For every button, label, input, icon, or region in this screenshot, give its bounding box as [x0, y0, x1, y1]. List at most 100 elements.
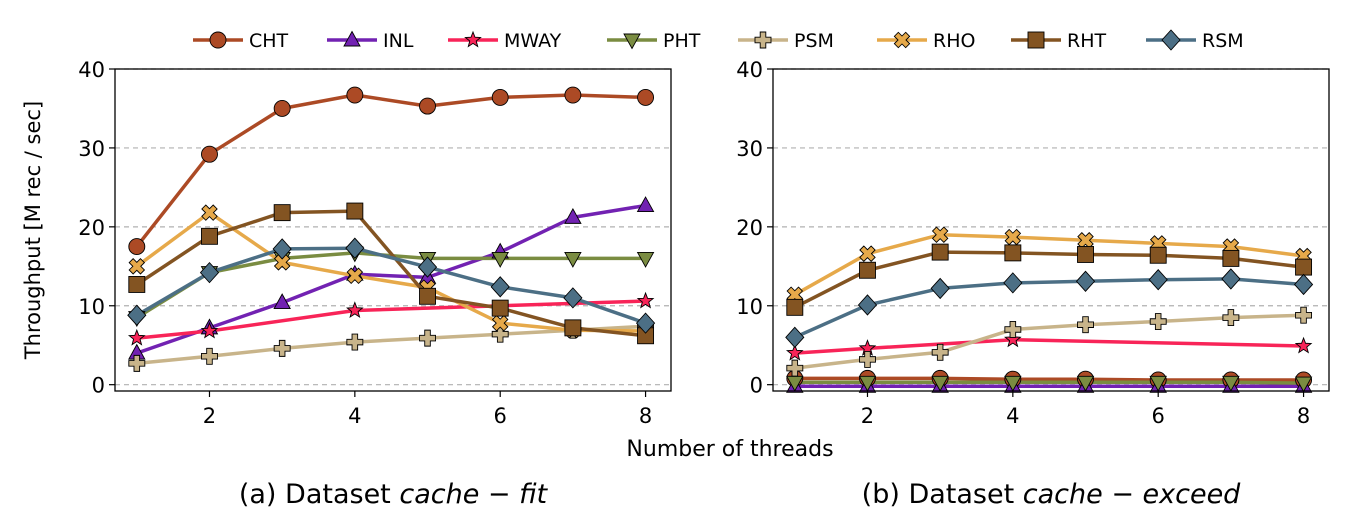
legend-label-rht: RHT — [1067, 30, 1106, 52]
x-tick-label-4: 4 — [1006, 404, 1019, 428]
series-markers-psm — [786, 306, 1313, 377]
plot-frame — [772, 68, 1330, 392]
point-inl-3 — [273, 293, 291, 310]
point-psm-7 — [1222, 309, 1240, 327]
point-cht-7 — [564, 86, 582, 104]
point-cht-6 — [491, 88, 509, 106]
point-rsm-7 — [1221, 268, 1241, 290]
point-rht-1 — [128, 276, 146, 293]
series-line-rht — [135, 209, 646, 338]
caption-a-prefix: (a) Dataset — [239, 479, 400, 510]
point-cht-1 — [128, 238, 146, 256]
x-tick-label-4: 4 — [348, 404, 361, 428]
point-rht-2 — [201, 227, 218, 245]
series-line-rho — [135, 210, 646, 333]
series-line-rht — [794, 250, 1304, 309]
point-psm-5 — [1077, 316, 1094, 334]
legend-item-rho: RHO — [877, 30, 975, 52]
series-markers-rht — [128, 202, 655, 345]
legend-marker-inl — [343, 30, 361, 47]
panel-cache-exceed: 0 10 20 30 40 2 4 6 8 — [736, 58, 1330, 428]
point-psm-6 — [491, 325, 509, 343]
point-rsm-3 — [930, 277, 950, 300]
y-tick-label-40: 40 — [736, 58, 763, 82]
point-pht-5 — [1076, 375, 1095, 392]
point-cht-5 — [419, 97, 436, 115]
legend-marker-rht — [1027, 31, 1045, 49]
point-inl-8 — [636, 196, 655, 212]
point-rsm-4 — [1003, 272, 1023, 294]
point-psm-6 — [1149, 313, 1167, 330]
series-line-cht — [135, 93, 646, 248]
y-axis-label: Throughput [M rec / sec] — [21, 101, 45, 360]
series-markers-rsm — [785, 268, 1314, 349]
y-tick-label-10: 10 — [78, 295, 105, 319]
x-tick-label-6: 6 — [1152, 404, 1165, 428]
point-cht-3 — [273, 100, 291, 117]
legend-marker-cht — [209, 31, 227, 49]
caption-a-italic: cache − fit — [399, 479, 548, 510]
point-rsm-2 — [857, 294, 878, 316]
point-mway-4 — [1004, 330, 1022, 348]
y-tick-label-30: 30 — [736, 137, 763, 161]
legend-label-pht: PHT — [663, 30, 701, 52]
legend-marker-psm — [754, 31, 772, 49]
point-psm-3 — [273, 339, 291, 357]
series-markers-mway — [785, 330, 1313, 361]
y-tick-label-40: 40 — [78, 58, 105, 82]
point-rho-2 — [201, 204, 218, 221]
legend-marker-mway — [464, 30, 482, 48]
point-rht-3 — [273, 204, 291, 222]
point-rsm-4 — [345, 237, 365, 259]
point-rht-7 — [564, 319, 582, 337]
series-line-rsm — [794, 277, 1304, 339]
series-markers-cht — [128, 86, 655, 256]
point-psm-8 — [1295, 306, 1313, 324]
point-rht-1 — [786, 298, 804, 316]
point-rsm-2 — [199, 261, 220, 284]
point-rht-3 — [931, 243, 949, 261]
legend-label-rsm: RSM — [1202, 30, 1244, 52]
x-tick-label-2: 2 — [861, 404, 874, 428]
point-rho-2 — [859, 245, 876, 262]
point-rsm-8 — [635, 312, 656, 334]
point-pht-4 — [1004, 375, 1022, 392]
y-tick-label-0: 0 — [750, 374, 763, 398]
point-rsm-8 — [1293, 273, 1314, 296]
point-rsm-6 — [1148, 269, 1168, 291]
point-cht-4 — [346, 86, 364, 104]
point-pht-7 — [564, 251, 582, 268]
series-markers-rht — [786, 243, 1313, 316]
point-rsm-1 — [785, 326, 805, 349]
point-mway-8 — [636, 291, 655, 309]
series-line-inl — [136, 203, 646, 355]
series-line-cht — [794, 376, 1304, 382]
y-tick-label-20: 20 — [736, 216, 763, 240]
legend-item-rsm: RSM — [1146, 29, 1244, 52]
series-line-pht — [794, 380, 1304, 385]
point-mway-4 — [346, 301, 364, 318]
x-tick-label-8: 8 — [1297, 404, 1310, 428]
point-rht-4 — [346, 202, 364, 220]
x-tick-label-2: 2 — [203, 404, 216, 428]
point-rsm-5 — [1075, 270, 1096, 292]
legend-item-inl: INL — [327, 30, 414, 52]
y-tick-label-0: 0 — [92, 374, 105, 398]
point-mway-8 — [1294, 336, 1313, 354]
series-markers-pht — [786, 375, 1313, 393]
point-psm-5 — [419, 329, 436, 347]
point-rht-6 — [491, 299, 509, 317]
legend-marker-pht — [623, 33, 641, 50]
legend-item-rht: RHT — [1011, 30, 1106, 52]
point-rht-2 — [859, 261, 876, 279]
legend-label-mway: MWAY — [504, 30, 562, 52]
legend-label-rho: RHO — [933, 30, 975, 52]
point-rht-5 — [1077, 246, 1094, 263]
y-tick-label-30: 30 — [78, 137, 105, 161]
legend: CHT INL MWAY PHT PSM RHO RHT RSM — [193, 29, 1244, 52]
panel-cache-fit: 0 10 20 30 40 2 4 6 8 — [78, 58, 672, 428]
caption-b: (b) Dataset cache − exceed — [862, 479, 1242, 510]
point-psm-2 — [859, 350, 876, 368]
series-markers-rsm — [127, 237, 656, 334]
legend-label-cht: CHT — [249, 30, 289, 52]
